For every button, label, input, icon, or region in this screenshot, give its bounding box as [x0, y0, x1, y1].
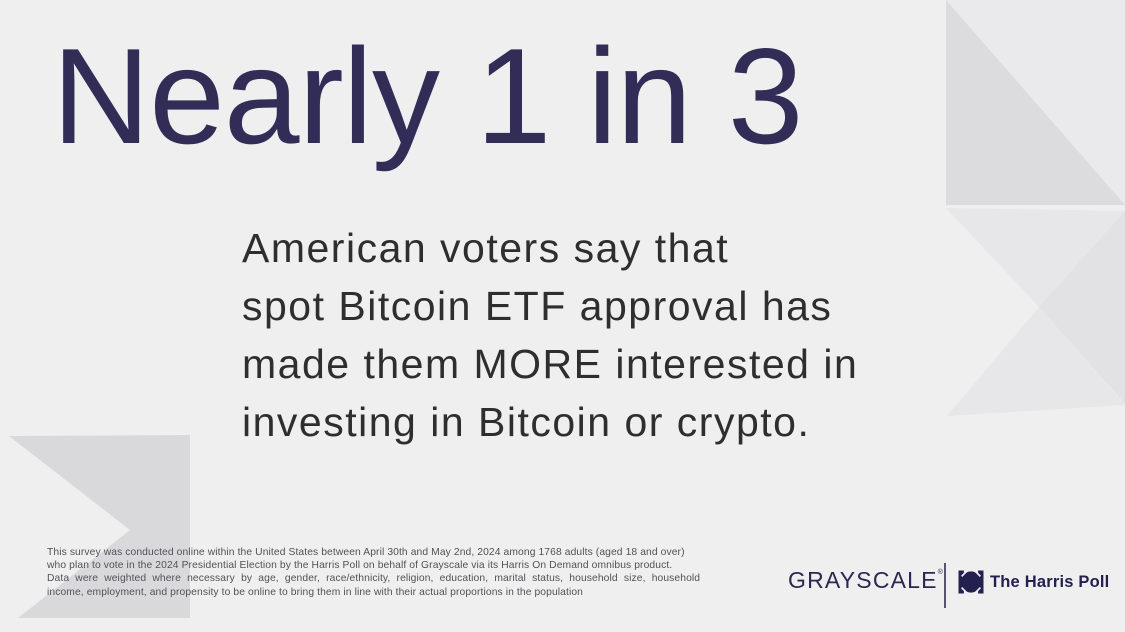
body-line: American voters say that	[242, 225, 730, 271]
disclaimer-line: This survey was conducted online within …	[47, 547, 685, 558]
logo-divider	[944, 563, 946, 608]
disclaimer-line: who plan to vote in the 2024 Presidentia…	[47, 560, 673, 572]
grayscale-logo: GRAYSCALE®	[788, 568, 943, 592]
body-line: investing in Bitcoin or crypto.	[242, 399, 811, 445]
survey-methodology-disclaimer: This survey was conducted online within …	[47, 546, 737, 599]
disclaimer-line: Data were weighted where necessary by ag…	[47, 573, 701, 585]
body-line: made them MORE interested in	[242, 341, 859, 387]
harris-poll-logo-text: The Harris Poll	[990, 572, 1110, 591]
body-copy: American voters say that spot Bitcoin ET…	[242, 219, 858, 451]
registered-trademark-icon: ®	[937, 569, 943, 576]
top-right-triangles	[946, 0, 1125, 416]
headline: Nearly 1 in 3	[52, 20, 803, 172]
disclaimer-line: income, employment, and propensity to be…	[47, 586, 584, 598]
harris-poll-logo: The Harris Poll	[958, 568, 1109, 596]
bottom-left-triangles	[9, 435, 190, 618]
body-line: spot Bitcoin ETF approval has	[242, 283, 833, 329]
grayscale-logo-text: GRAYSCALE	[788, 567, 938, 593]
harris-poll-logo-icon	[958, 570, 984, 594]
